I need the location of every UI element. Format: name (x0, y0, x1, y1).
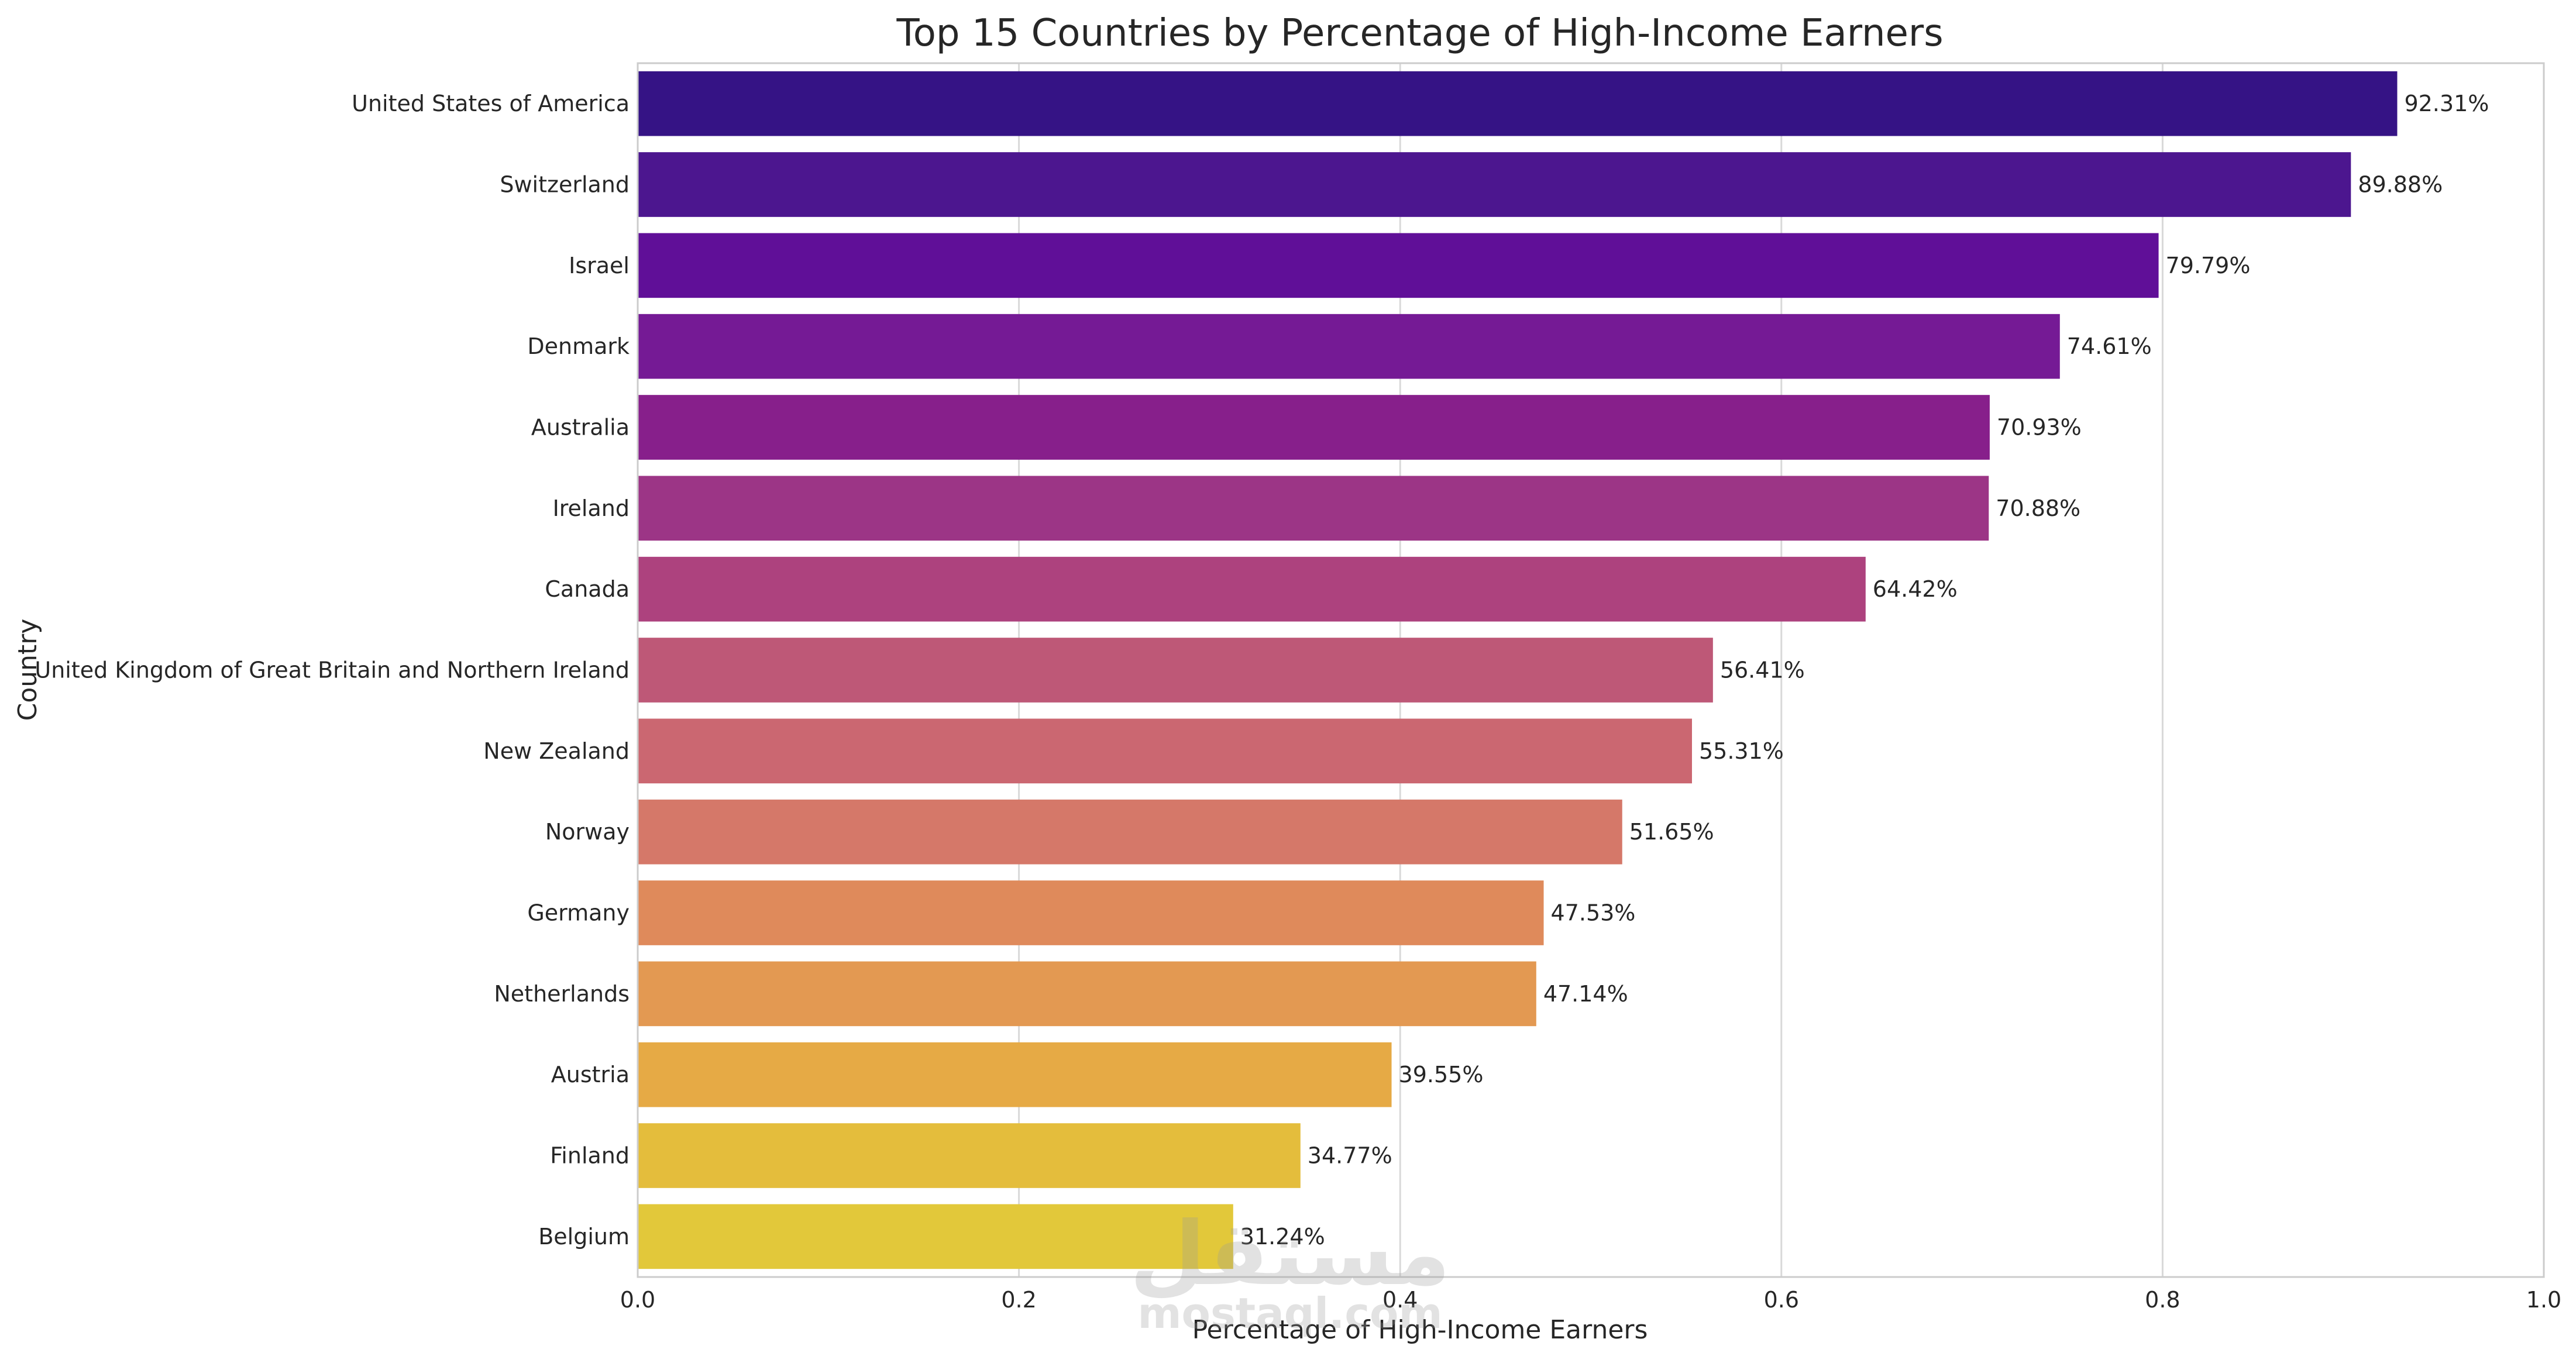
x-axis-label: Percentage of High-Income Earners (1192, 1315, 1648, 1345)
bar (638, 718, 1692, 784)
y-tick-label: Ireland (553, 495, 630, 521)
y-tick-label: Canada (545, 576, 630, 602)
bar-value-label: 31.24% (1240, 1224, 1325, 1250)
y-axis-label: Country (13, 619, 43, 721)
x-axis-tick-labels: 0.0 0.2 0.4 0.6 0.8 1.0 (620, 1287, 2561, 1313)
y-tick-label: Germany (527, 900, 630, 926)
watermark-arabic: مستقل (1130, 1203, 1451, 1305)
x-tick-label: 0.2 (1001, 1287, 1036, 1313)
bar (638, 799, 1622, 865)
bar (638, 556, 1866, 622)
bar (638, 152, 2351, 217)
y-tick-label: Norway (545, 819, 630, 845)
bar-value-label: 74.61% (2067, 333, 2152, 359)
bar (638, 476, 1989, 541)
bar-value-label: 79.79% (2166, 253, 2251, 278)
watermark: مستقل mostaql.com (1130, 1203, 1451, 1338)
bar (638, 961, 1536, 1027)
bar-value-label: 47.53% (1551, 900, 1636, 926)
y-tick-label: Switzerland (500, 172, 630, 198)
y-axis-tick-labels: United States of America Switzerland Israe… (35, 91, 630, 1250)
y-tick-label: Finland (550, 1143, 630, 1169)
bars-group (638, 71, 2398, 1269)
bar (638, 314, 2060, 379)
x-tick-label: 0.6 (1764, 1287, 1799, 1313)
y-tick-label: Austria (551, 1062, 630, 1087)
bar-value-label: 70.88% (1996, 495, 2080, 521)
bar-value-label: 39.55% (1399, 1062, 1484, 1087)
bar (638, 233, 2159, 298)
bar-value-label: 55.31% (1699, 738, 1784, 764)
bar (638, 395, 1990, 460)
chart-title: Top 15 Countries by Percentage of High-I… (896, 12, 1943, 55)
bar (638, 880, 1544, 945)
bar-value-label: 47.14% (1543, 981, 1628, 1007)
y-tick-label: United Kingdom of Great Britain and Nort… (35, 658, 630, 683)
plot-area-frame (637, 62, 2545, 1278)
bar (638, 638, 1713, 703)
x-tick-label: 0.8 (2145, 1287, 2180, 1313)
bar-value-label: 92.31% (2404, 91, 2489, 116)
bar (638, 1042, 1392, 1107)
watermark-latin: mostaql.com (1137, 1289, 1442, 1338)
y-tick-label: New Zealand (483, 738, 630, 764)
x-tick-label: 0.4 (1382, 1287, 1418, 1313)
bar-value-label: 34.77% (1308, 1143, 1392, 1169)
y-tick-label: Netherlands (494, 981, 630, 1007)
x-tick-label: 1.0 (2526, 1287, 2561, 1313)
bar-value-label: 70.93% (1997, 415, 2082, 440)
bar (638, 1123, 1301, 1188)
bar-value-label: 56.41% (1720, 658, 1805, 683)
y-tick-label: Belgium (538, 1224, 630, 1250)
bar (638, 1204, 1233, 1269)
bar-value-label: 64.42% (1873, 576, 1958, 602)
y-tick-label: Australia (531, 415, 630, 440)
bar-value-label: 51.65% (1629, 819, 1714, 845)
bar (638, 71, 2398, 136)
y-tick-label: Israel (569, 253, 630, 278)
y-tick-label: Denmark (527, 333, 630, 359)
bar-data-labels: 92.31% 89.88% 79.79% 74.61% 70.93% 70.88% 64.4… (1240, 91, 2489, 1250)
y-tick-label: United States of America (352, 91, 630, 116)
x-tick-label: 0.0 (620, 1287, 655, 1313)
bar-value-label: 89.88% (2358, 172, 2443, 198)
